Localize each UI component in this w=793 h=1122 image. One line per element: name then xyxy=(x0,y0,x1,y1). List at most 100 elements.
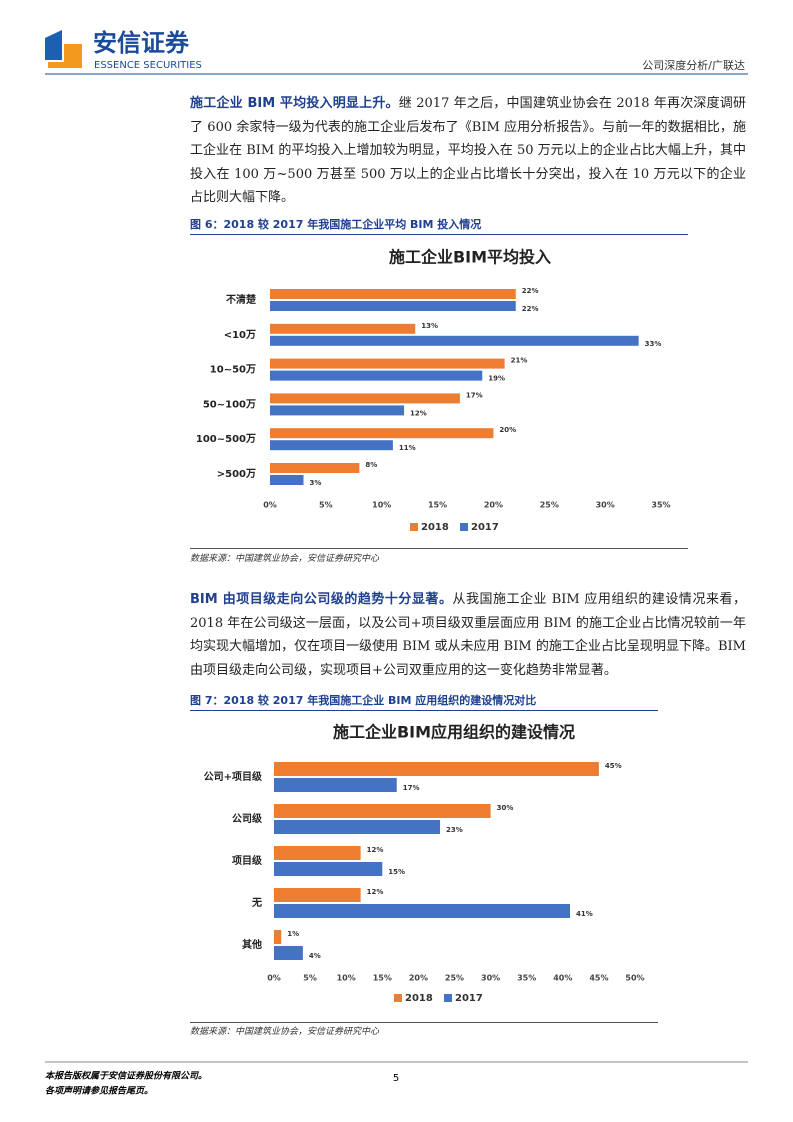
value-label: 30% xyxy=(497,804,514,812)
bar xyxy=(274,820,441,834)
value-label: 12% xyxy=(367,846,384,854)
category-label: 项目级 xyxy=(232,854,263,867)
x-tick-label: 15% xyxy=(428,501,447,510)
value-label: 19% xyxy=(488,375,505,383)
bar xyxy=(270,405,405,416)
value-label: 17% xyxy=(466,391,483,399)
source: 数据来源：中国建筑业协会，安信证券研究中心 xyxy=(190,1027,380,1037)
value-label: 1% xyxy=(287,930,299,938)
page-number: 5 xyxy=(393,1073,399,1084)
footer-line: 本报告版权属于安信证券股份有限公司。 xyxy=(45,1071,207,1082)
value-label: 20% xyxy=(499,426,516,434)
caption-rule xyxy=(190,710,658,711)
x-tick-label: 30% xyxy=(481,974,500,983)
x-tick-label: 35% xyxy=(517,974,536,983)
lead: BIM 由项目级走向公司级的趋势十分显著。 xyxy=(190,592,453,607)
legend-swatch xyxy=(460,523,468,531)
value-label: 17% xyxy=(403,784,420,792)
bar xyxy=(270,323,416,334)
logo-en: ESSENCE SECURITIES xyxy=(94,60,202,71)
bar xyxy=(270,440,393,451)
x-tick-label: 25% xyxy=(445,974,464,983)
category-label: <10万 xyxy=(224,329,256,341)
bar xyxy=(274,946,303,960)
figure-caption: 图 6：2018 较 2017 年我国施工企业平均 BIM 投入情况 xyxy=(190,218,482,231)
category-label: 100~500万 xyxy=(196,433,256,445)
bar xyxy=(270,301,516,311)
body-text: 从我国施工企业 BIM 应用组织的建设情况来看，2018 年在公司级这一层面，以… xyxy=(190,592,746,678)
value-label: 13% xyxy=(421,322,438,330)
bar xyxy=(270,358,505,369)
x-tick-label: 20% xyxy=(484,501,503,510)
bar xyxy=(274,862,383,876)
x-tick-label: 15% xyxy=(373,974,392,983)
category-label: >500万 xyxy=(217,468,256,480)
category-label: 公司级 xyxy=(232,812,263,825)
bar xyxy=(274,804,491,818)
legend-swatch xyxy=(394,994,402,1002)
logo-icon xyxy=(45,30,82,68)
value-label: 41% xyxy=(576,910,593,918)
x-tick-label: 45% xyxy=(589,974,608,983)
bar xyxy=(274,846,361,860)
bar xyxy=(270,370,483,381)
x-tick-label: 10% xyxy=(337,974,356,983)
value-label: 12% xyxy=(367,888,384,896)
figure-caption: 图 7：2018 较 2017 年我国施工企业 BIM 应用组织的建设情况对比 xyxy=(190,694,537,707)
value-label: 11% xyxy=(399,444,416,452)
value-label: 4% xyxy=(309,952,321,960)
bar xyxy=(274,778,397,792)
value-label: 21% xyxy=(511,357,528,365)
category-label: 其他 xyxy=(242,938,262,951)
value-label: 22% xyxy=(522,305,539,313)
caption-rule xyxy=(190,234,688,235)
x-tick-label: 5% xyxy=(319,501,333,510)
category-label: 不清楚 xyxy=(226,293,256,306)
bar xyxy=(270,289,516,299)
category-label: 无 xyxy=(251,897,262,909)
bar xyxy=(270,463,360,473)
value-label: 33% xyxy=(645,340,662,348)
value-label: 8% xyxy=(365,461,377,469)
legend-label: 2017 xyxy=(455,993,483,1004)
x-tick-label: 50% xyxy=(625,974,644,983)
x-tick-label: 40% xyxy=(553,974,572,983)
legend-label: 2017 xyxy=(471,522,499,533)
x-tick-label: 0% xyxy=(263,501,277,510)
paragraph: 施工企业 BIM 平均投入明显上升。继 2017 年之后，中国建筑业协会在 20… xyxy=(190,92,746,210)
value-label: 12% xyxy=(410,409,427,417)
x-tick-label: 25% xyxy=(540,501,559,510)
report-name: 公司深度分析/广联达 xyxy=(642,58,745,72)
bar xyxy=(270,428,494,439)
category-label: 公司+项目级 xyxy=(204,770,263,783)
category-label: 10~50万 xyxy=(210,364,256,376)
body-text: 继 2017 年之后，中国建筑业协会在 2018 年再次深度调研了 600 余家… xyxy=(190,96,747,205)
bar xyxy=(274,888,361,902)
x-tick-label: 35% xyxy=(651,501,670,510)
legend-label: 2018 xyxy=(421,522,449,533)
bar xyxy=(274,762,599,776)
lead: 施工企业 BIM 平均投入明显上升。 xyxy=(190,96,399,111)
paragraph: BIM 由项目级走向公司级的趋势十分显著。从我国施工企业 BIM 应用组织的建设… xyxy=(190,588,746,682)
value-label: 15% xyxy=(388,868,405,876)
x-tick-label: 30% xyxy=(596,501,615,510)
x-tick-label: 20% xyxy=(409,974,428,983)
bar xyxy=(270,393,460,404)
chart-title: 施工企业BIM平均投入 xyxy=(389,248,551,267)
chart-title: 施工企业BIM应用组织的建设情况 xyxy=(333,723,575,742)
legend-swatch xyxy=(410,523,418,531)
bar xyxy=(270,475,304,485)
x-tick-label: 10% xyxy=(372,501,391,510)
bar xyxy=(274,930,282,944)
source: 数据来源：中国建筑业协会，安信证券研究中心 xyxy=(190,554,380,564)
legend-label: 2018 xyxy=(405,993,433,1004)
value-label: 22% xyxy=(522,287,539,295)
legend-swatch xyxy=(444,994,452,1002)
category-label: 50~100万 xyxy=(203,398,256,410)
source-rule xyxy=(190,548,688,549)
logo-cn: 安信证券 xyxy=(93,29,190,57)
value-label: 3% xyxy=(310,479,322,487)
